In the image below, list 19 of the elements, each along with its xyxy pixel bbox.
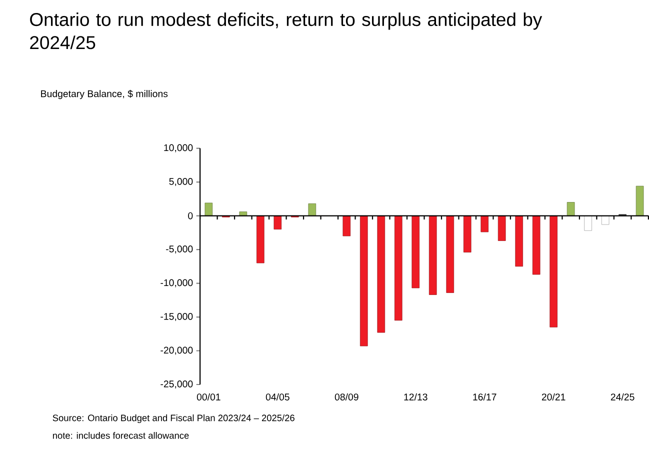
x-tick-label: 20/21	[542, 393, 566, 400]
x-tick-label: 08/09	[334, 393, 358, 400]
text: note: includes forecast allowance	[52, 432, 189, 439]
x-tick-label: 24/25	[610, 393, 634, 400]
y-tick-label: -20,000	[160, 346, 193, 355]
y-tick-label: -10,000	[160, 279, 193, 288]
y-axis-title: Budgetary Balance, $ millions	[41, 90, 168, 99]
y-tick-label: 5,000	[169, 178, 193, 186]
x-tick-label: 04/05	[266, 393, 290, 400]
source-note: Source: Ontario Budget and Fiscal Plan 2023/24 – 2025/26	[52, 414, 294, 423]
chart-title: Ontario to run modest deficits, return to surplus anticipated by 2024/25	[30, 12, 542, 49]
x-tick-label: 16/17	[473, 393, 496, 400]
y-tick-label: -5,000	[166, 245, 193, 254]
x-tick-label: 00/01	[196, 393, 220, 400]
y-tick-label: -25,000	[160, 380, 193, 388]
y-tick-label: 0	[188, 212, 193, 220]
y-tick-label: -15,000	[160, 312, 193, 321]
y-tick-label: 10,000	[164, 144, 193, 152]
x-tick-label: 12/13	[404, 393, 428, 400]
